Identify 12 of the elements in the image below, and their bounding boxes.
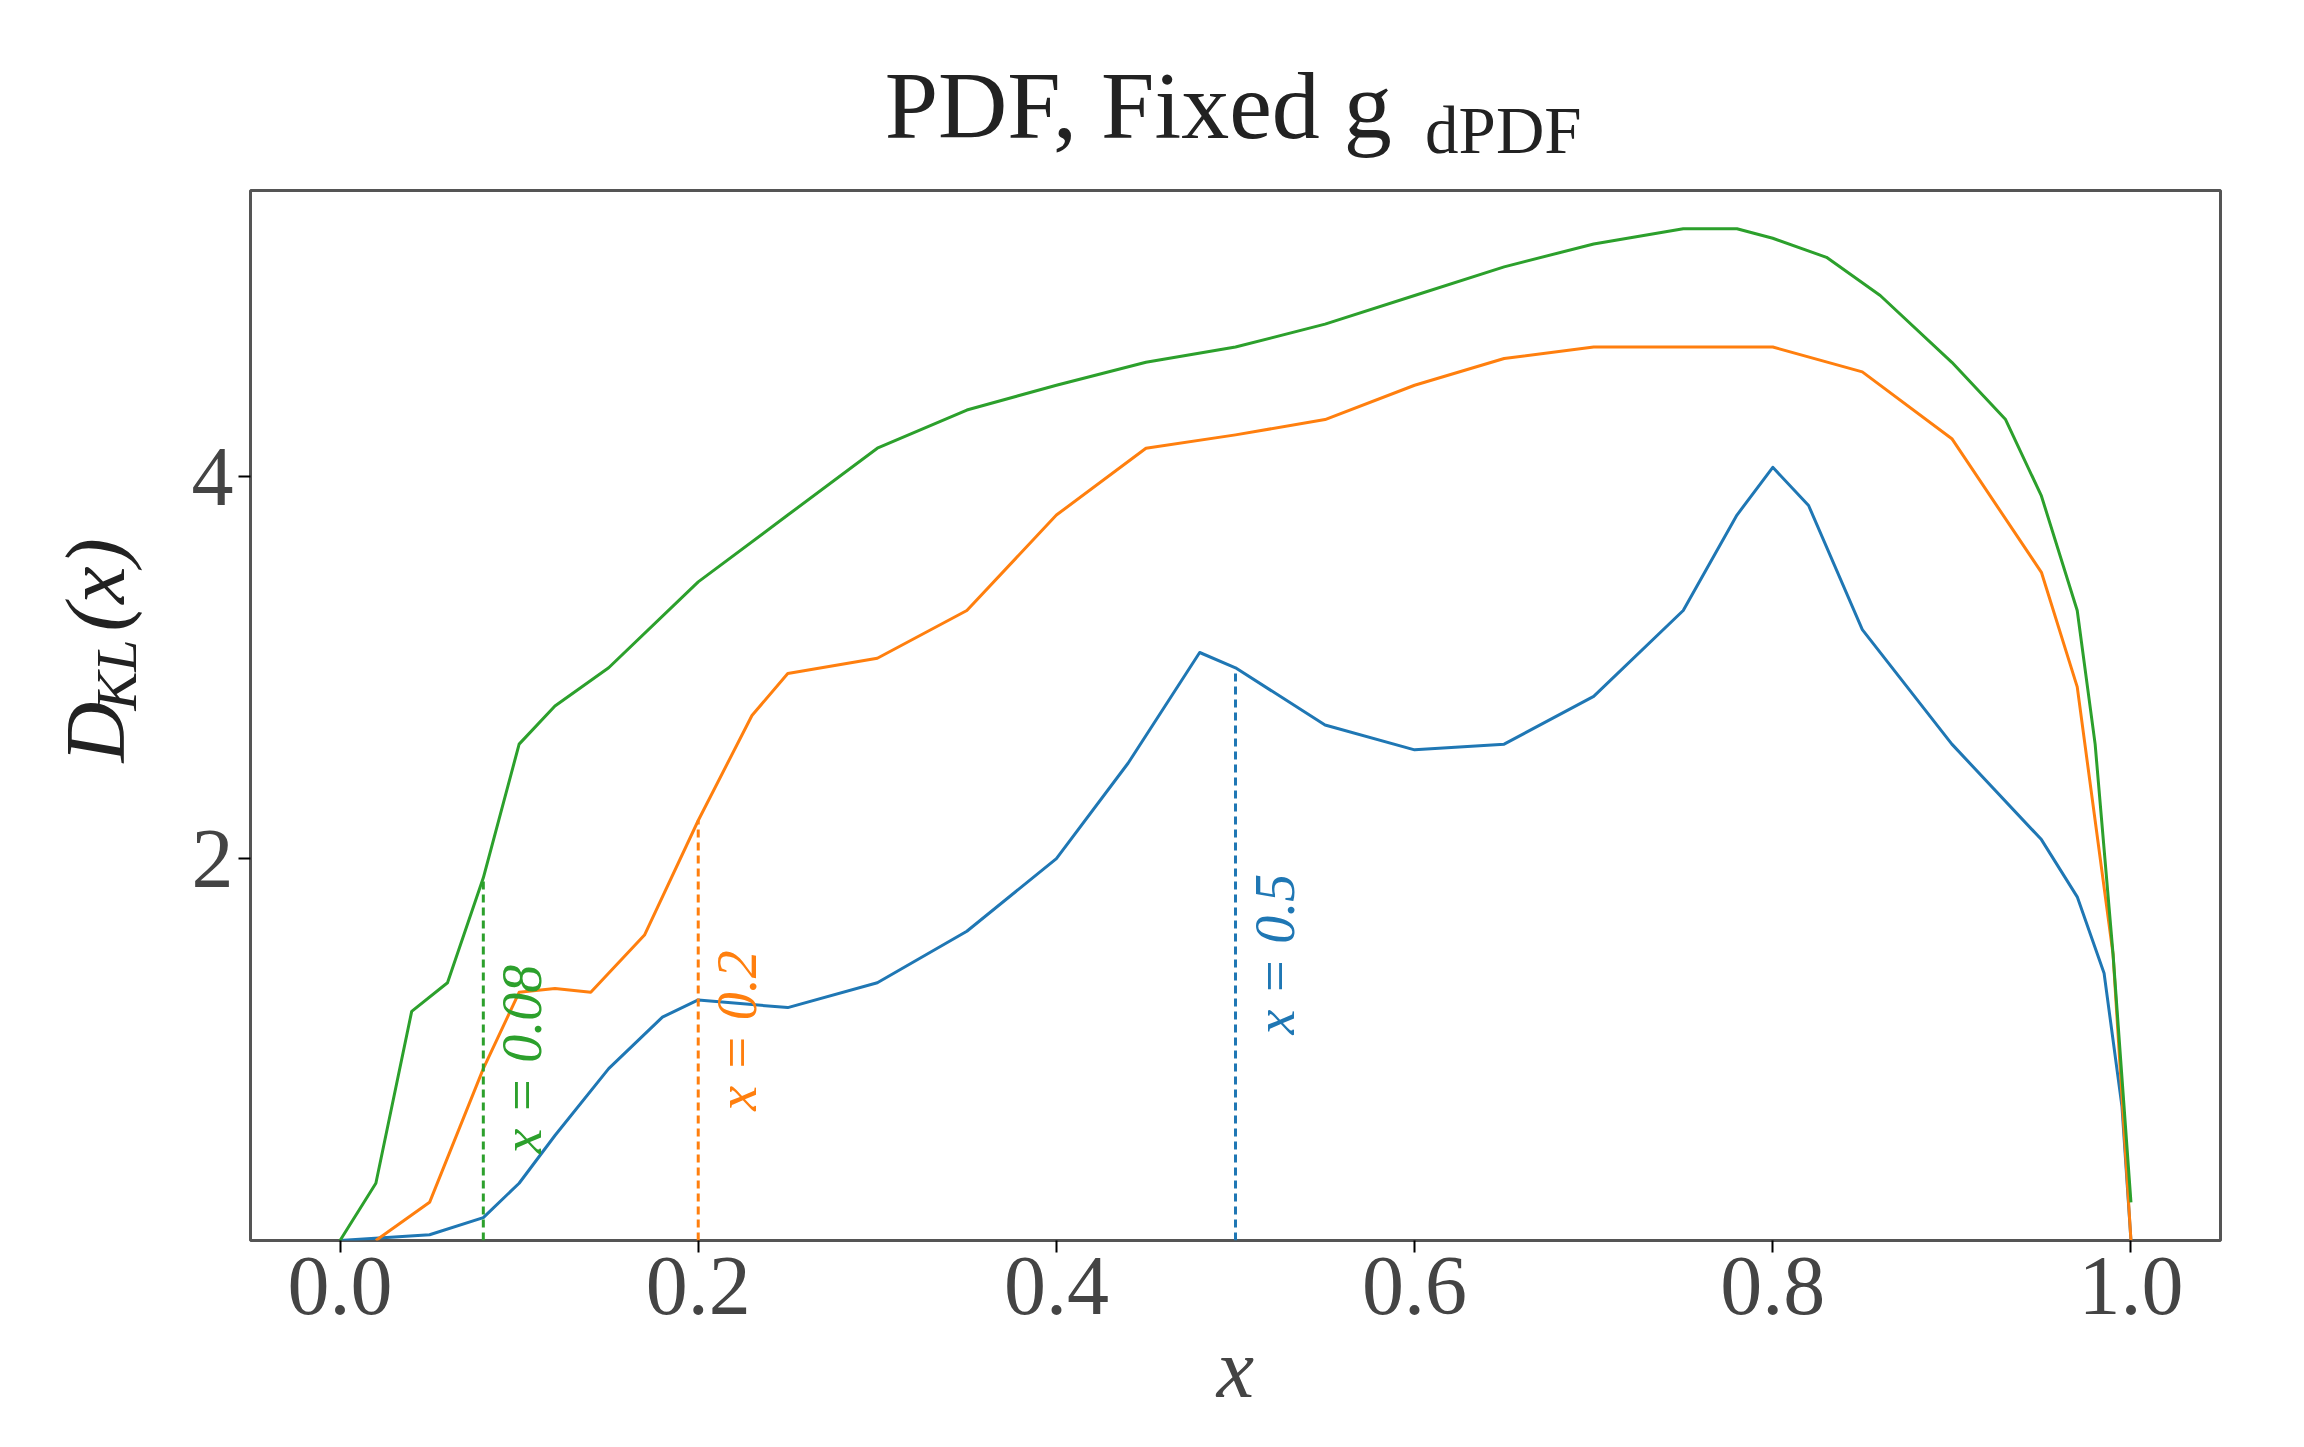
x-axis-title: x [1214,1321,1255,1415]
x-tick-label: 0.0 [287,1238,393,1332]
y-tick-label: 2 [191,811,234,905]
x-tick-label: 0.4 [1003,1238,1109,1332]
ref-line-label: x = 0.08 [491,964,554,1155]
x-tick-label: 0.6 [1362,1238,1468,1332]
x-tick-label: 0.2 [645,1238,751,1332]
y-tick-label: 4 [191,429,234,523]
ref-line-label: x = 0.5 [1243,873,1306,1036]
x-tick-label: 0.8 [1720,1238,1826,1332]
x-tick-label: 1.0 [2078,1238,2184,1332]
ref-line-label: x = 0.2 [706,950,769,1112]
